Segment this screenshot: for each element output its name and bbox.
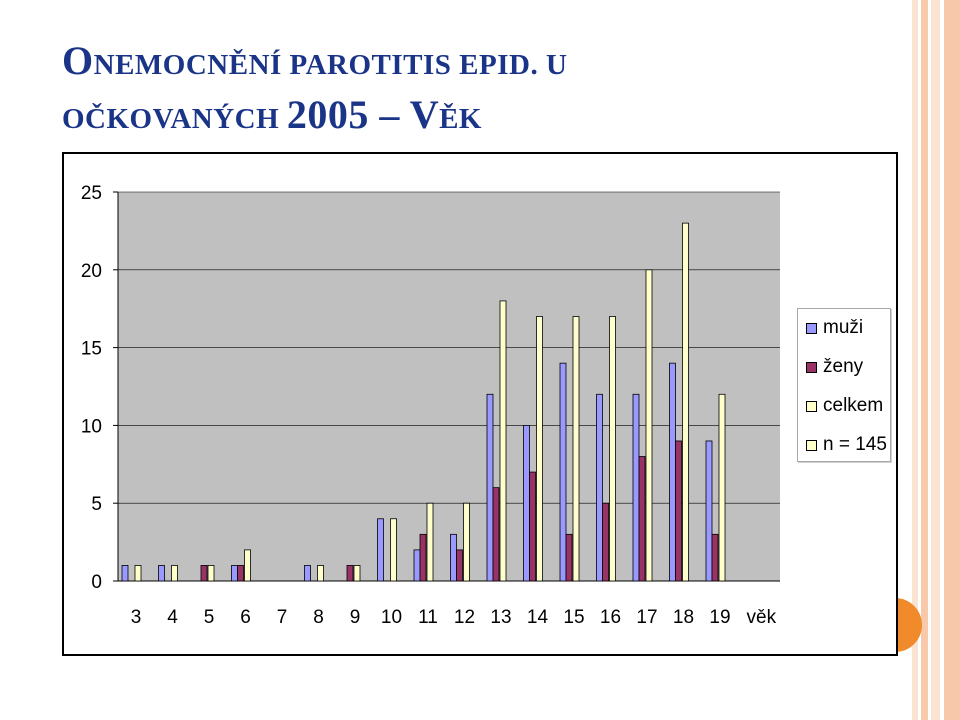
title-age-rest: ĚK xyxy=(439,103,482,135)
legend-item-n: n = 145 xyxy=(806,434,887,455)
y-tick-label: 15 xyxy=(81,339,102,360)
decor-stripe-1 xyxy=(912,0,918,720)
legend-swatch-celkem xyxy=(806,400,817,412)
legend-swatch-n xyxy=(806,439,817,451)
x-tick-label: 17 xyxy=(636,607,657,628)
x-tick-label: 13 xyxy=(490,607,511,628)
slide-title: ONEMOCNĚNÍ PAROTITIS EPID. U OČKOVANÝCH … xyxy=(62,36,567,144)
bar-zeny xyxy=(419,533,427,582)
decor-stripe-2 xyxy=(921,0,928,720)
bar-zeny xyxy=(565,533,573,582)
bar-zeny xyxy=(638,456,646,582)
x-tick-label: 8 xyxy=(313,607,324,628)
bar-celkem xyxy=(353,565,361,582)
bar-zeny xyxy=(529,471,536,582)
bar-celkem xyxy=(609,316,616,582)
bar-muzi xyxy=(231,565,238,582)
legend-swatch-zeny xyxy=(806,361,817,373)
x-tick-label: 3 xyxy=(131,607,142,628)
x-tick-label: 15 xyxy=(563,607,584,628)
bar-muzi xyxy=(632,393,640,582)
x-tick-label: 5 xyxy=(204,607,215,628)
bar-celkem xyxy=(682,222,689,582)
x-tick-label: 6 xyxy=(240,607,251,628)
y-tick-label: 20 xyxy=(81,261,102,282)
legend-label-zeny: ženy xyxy=(823,356,864,377)
y-tick-label: 10 xyxy=(81,416,102,437)
bar-muzi xyxy=(121,565,129,582)
bar-muzi xyxy=(450,533,457,582)
x-tick-label: 4 xyxy=(167,607,178,628)
bar-zeny xyxy=(675,440,682,582)
bar-celkem xyxy=(171,565,178,582)
y-tick-label: 25 xyxy=(81,183,102,204)
bar-zeny xyxy=(200,565,208,582)
bar-muzi xyxy=(559,362,567,582)
bar-muzi xyxy=(158,565,165,582)
x-tick-label: 19 xyxy=(709,607,730,628)
x-axis-suffix-label: věk xyxy=(747,607,777,628)
bar-zeny xyxy=(346,565,354,582)
bar-celkem xyxy=(207,565,215,582)
bar-celkem xyxy=(499,300,507,582)
legend-label-n: n = 145 xyxy=(823,434,887,455)
chart-legend: muži ženy celkem n = 145 xyxy=(797,308,891,462)
decor-stripe-4 xyxy=(944,0,960,720)
bar-zeny xyxy=(492,487,500,582)
x-tick-label: 16 xyxy=(600,607,621,628)
bar-celkem xyxy=(463,502,470,582)
title-cap-o: O xyxy=(62,38,94,83)
bar-celkem xyxy=(718,393,726,582)
bar-celkem xyxy=(317,565,324,582)
bar-zeny xyxy=(711,533,719,582)
x-tick-label: 7 xyxy=(277,607,288,628)
y-tick-label: 0 xyxy=(91,572,102,593)
bar-celkem xyxy=(536,316,543,582)
bar-zeny xyxy=(602,502,609,582)
bar-celkem xyxy=(426,502,434,582)
bar-muzi xyxy=(523,424,530,582)
title-line2-rest: OČKOVANÝCH xyxy=(62,103,287,135)
bar-muzi xyxy=(705,440,713,582)
x-tick-label: 14 xyxy=(527,607,549,628)
x-tick-label: 18 xyxy=(673,607,694,628)
bar-muzi xyxy=(669,362,676,582)
x-tick-label: 12 xyxy=(454,607,475,628)
x-tick-label: 9 xyxy=(350,607,361,628)
title-line1-rest: NEMOCNĚNÍ PAROTITIS EPID. U xyxy=(93,49,568,81)
bar-muzi xyxy=(486,393,494,582)
title-dash: – xyxy=(368,92,410,137)
legend-item-celkem: celkem xyxy=(806,395,884,416)
bar-muzi xyxy=(377,518,384,582)
bar-muzi xyxy=(304,565,311,582)
bar-muzi xyxy=(596,393,603,582)
x-tick-label: 10 xyxy=(381,607,402,628)
bar-zeny xyxy=(456,549,463,582)
legend-item-muzi: muži xyxy=(806,317,864,338)
legend-swatch-muzi xyxy=(806,322,817,334)
bar-zeny xyxy=(237,565,244,582)
title-cap-v: V xyxy=(409,92,440,137)
legend-label-celkem: celkem xyxy=(823,395,884,416)
decor-stripe-3 xyxy=(931,0,940,720)
x-tick-label: 11 xyxy=(418,607,438,628)
bar-muzi xyxy=(413,549,421,582)
title-year: 2005 xyxy=(286,92,369,137)
legend-label-muzi: muži xyxy=(823,317,864,338)
bar-celkem xyxy=(572,316,580,582)
bar-celkem xyxy=(390,518,397,582)
bar-celkem xyxy=(134,565,142,582)
bar-celkem xyxy=(645,269,653,582)
bar-celkem xyxy=(244,549,251,582)
legend-item-zeny: ženy xyxy=(806,356,864,377)
y-tick-label: 5 xyxy=(91,494,102,515)
